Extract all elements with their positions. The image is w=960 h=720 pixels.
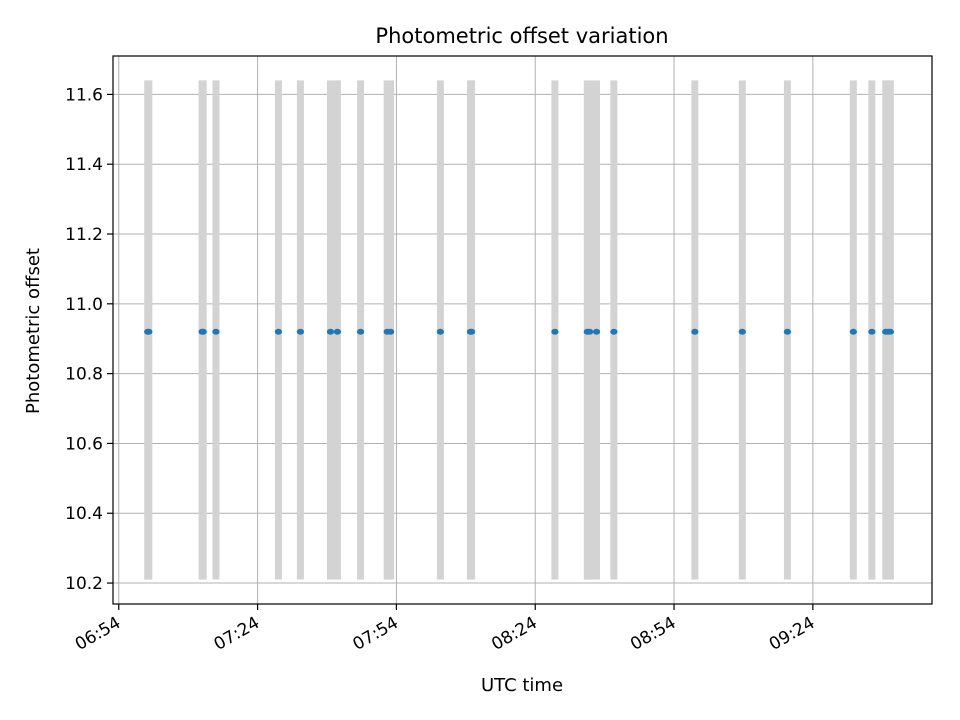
- data-point: [145, 328, 153, 335]
- data-point: [333, 328, 342, 335]
- data-point: [868, 328, 876, 335]
- data-point: [886, 328, 894, 335]
- data-point: [551, 328, 559, 335]
- data-point: [468, 328, 476, 335]
- y-tick-label: 11.4: [65, 155, 103, 175]
- data-point: [610, 328, 618, 335]
- data-points: [144, 328, 894, 335]
- data-point: [849, 328, 857, 335]
- chart-title: Photometric offset variation: [375, 24, 668, 48]
- data-point: [436, 328, 444, 335]
- y-tick-label: 10.8: [65, 365, 103, 385]
- data-point: [691, 328, 699, 335]
- y-axis-label: Photometric offset: [23, 248, 44, 414]
- grid: [113, 56, 932, 604]
- y-tick-label: 10.2: [65, 574, 103, 594]
- data-point: [199, 328, 207, 335]
- y-axis-ticks: 10.2 10.4 10.6 10.8 11.0 11.2 11.4 11.6: [65, 85, 113, 594]
- y-tick-label: 11.0: [65, 295, 103, 315]
- data-point: [592, 328, 601, 335]
- y-tick-label: 10.4: [65, 504, 103, 524]
- data-point: [326, 328, 335, 335]
- data-point: [274, 328, 283, 335]
- plot-frame: [112, 55, 933, 605]
- y-tick-label: 10.6: [65, 434, 103, 454]
- data-point: [356, 328, 365, 335]
- data-point: [387, 328, 395, 335]
- data-point: [296, 328, 304, 335]
- data-point: [783, 328, 792, 335]
- y-tick-label: 11.2: [65, 225, 103, 245]
- data-point: [212, 328, 220, 335]
- data-point: [738, 328, 746, 335]
- y-tick-label: 11.6: [65, 85, 103, 105]
- x-axis-label: UTC time: [481, 675, 563, 696]
- data-point: [585, 328, 594, 335]
